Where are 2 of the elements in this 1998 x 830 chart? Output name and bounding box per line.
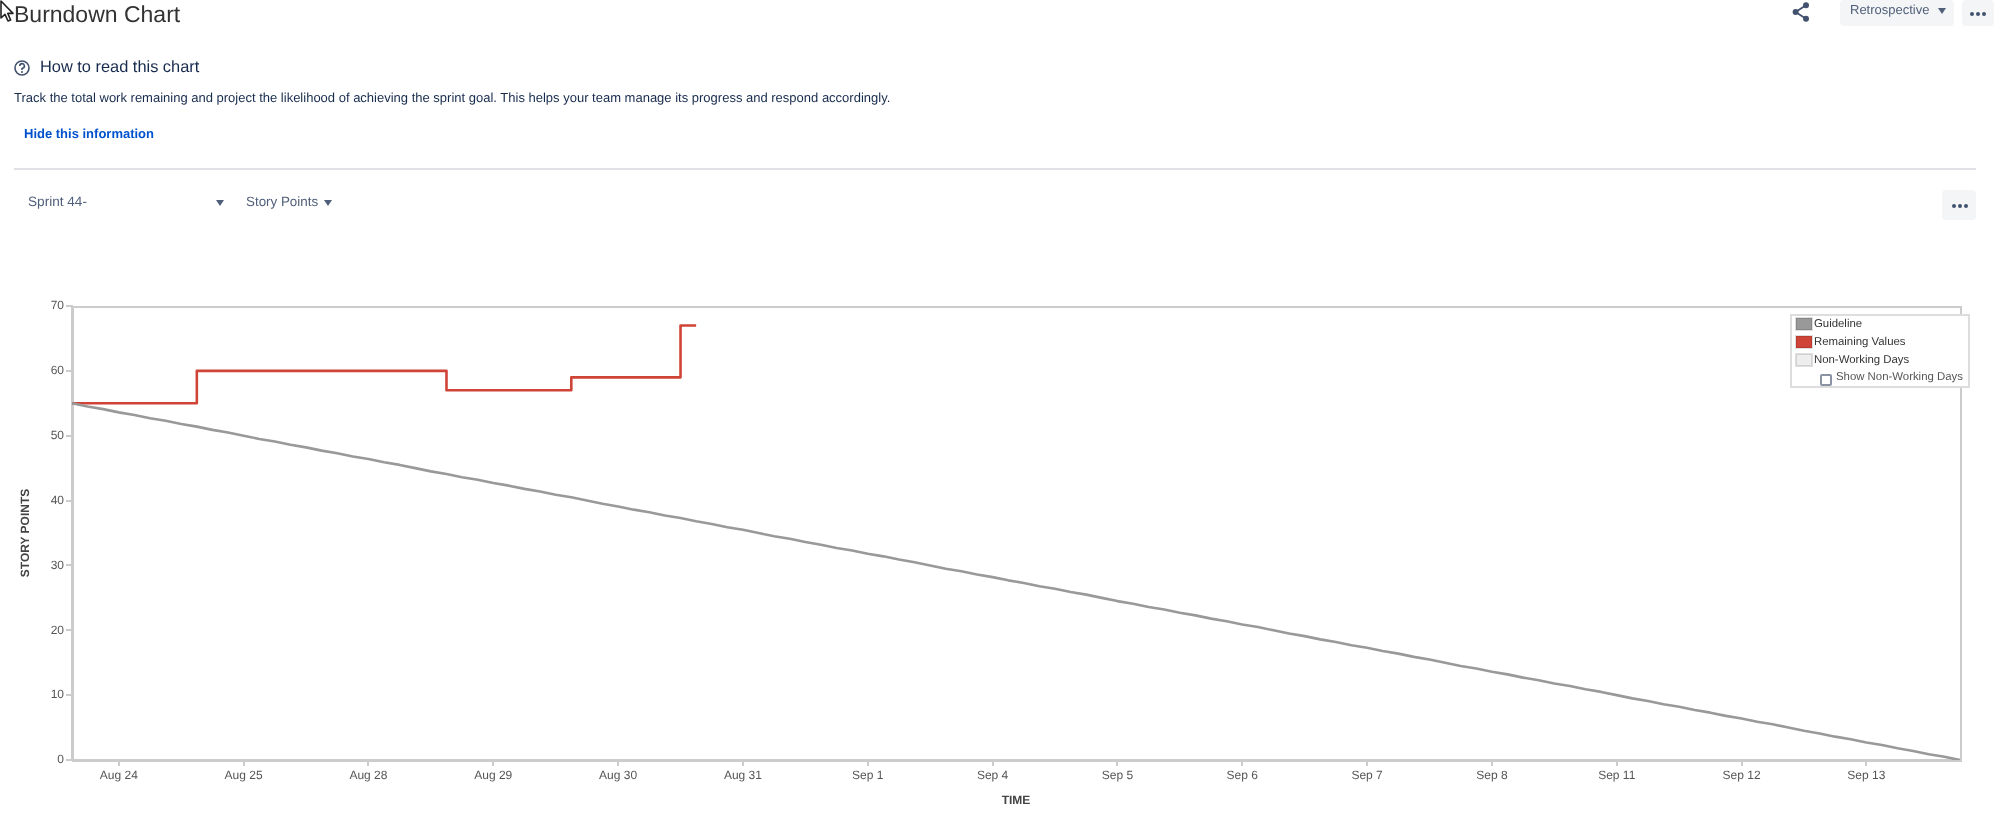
- chart-title: Burndown Chart: [14, 2, 181, 32]
- chart-subtitle: How to read this chart: [40, 56, 200, 80]
